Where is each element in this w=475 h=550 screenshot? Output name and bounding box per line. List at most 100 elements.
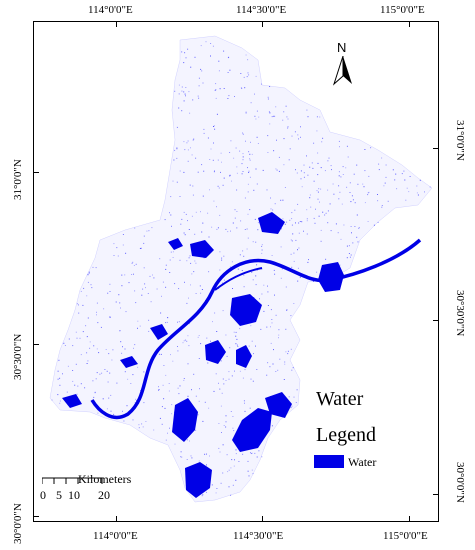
water-speckle	[234, 209, 236, 211]
water-speckle	[180, 223, 182, 225]
water-speckle	[223, 255, 225, 257]
water-speckle	[165, 322, 166, 324]
water-speckle	[164, 219, 166, 221]
lake-center	[205, 340, 226, 364]
water-speckle	[266, 189, 268, 191]
water-speckle	[184, 52, 186, 54]
water-speckle	[231, 261, 233, 263]
bottom-lon-label-2: 114°30'0"E	[233, 530, 284, 542]
lake-west-2	[150, 324, 168, 340]
water-speckle	[249, 153, 251, 155]
water-speckle	[267, 135, 269, 137]
water-speckle	[162, 384, 164, 386]
water-speckle	[172, 180, 174, 182]
water-speckle	[106, 370, 108, 372]
water-speckle	[139, 248, 141, 249]
water-speckle	[227, 231, 229, 233]
water-speckle	[293, 303, 295, 304]
water-speckle	[218, 382, 219, 384]
water-speckle	[192, 185, 194, 187]
tick-right-1	[433, 148, 439, 149]
water-speckle	[290, 407, 292, 409]
water-speckle	[143, 267, 145, 269]
water-speckle	[245, 140, 246, 142]
water-speckle	[256, 456, 258, 458]
water-speckle	[135, 263, 137, 265]
water-speckle	[170, 251, 172, 253]
water-speckle	[343, 224, 345, 226]
water-speckle	[230, 467, 232, 469]
water-speckle	[252, 380, 254, 382]
water-speckle	[143, 371, 145, 373]
water-speckle	[146, 230, 148, 232]
water-speckle	[190, 262, 192, 264]
water-speckle	[185, 213, 187, 215]
water-speckle	[424, 191, 425, 193]
water-speckle	[381, 157, 383, 159]
water-speckle	[403, 170, 405, 172]
water-speckle	[295, 239, 297, 241]
water-speckle	[183, 232, 185, 234]
water-speckle	[340, 176, 342, 178]
water-speckle	[236, 166, 238, 168]
water-speckle	[133, 273, 134, 275]
water-speckle	[278, 337, 279, 339]
bottom-lon-label-3: 115°0'0"E	[383, 530, 428, 542]
water-speckle	[169, 427, 170, 429]
water-speckle	[208, 236, 210, 238]
water-speckle	[194, 260, 196, 262]
water-speckle	[257, 229, 259, 231]
water-speckle	[248, 170, 250, 172]
water-speckle	[222, 444, 224, 446]
water-speckle	[298, 247, 300, 249]
water-speckle	[267, 285, 268, 287]
water-speckle	[327, 210, 329, 212]
water-speckle	[185, 57, 187, 59]
water-speckle	[219, 214, 221, 216]
water-speckle	[104, 369, 106, 370]
water-speckle	[377, 194, 378, 195]
water-speckle	[189, 440, 190, 442]
water-speckle	[346, 245, 348, 247]
water-speckle	[183, 378, 185, 379]
water-speckle	[189, 184, 191, 186]
water-speckle	[64, 345, 66, 346]
water-speckle	[236, 172, 238, 174]
water-speckle	[267, 291, 269, 293]
water-speckle	[377, 200, 379, 202]
water-speckle	[134, 402, 136, 404]
water-speckle	[367, 221, 369, 222]
water-speckle	[116, 382, 118, 384]
water-speckle	[173, 159, 175, 161]
water-speckle	[287, 118, 289, 120]
water-speckle	[363, 186, 365, 188]
water-speckle	[177, 350, 179, 352]
water-speckle	[190, 66, 192, 68]
water-speckle	[183, 211, 185, 213]
water-speckle	[166, 321, 168, 323]
water-speckle	[306, 209, 308, 211]
water-speckle	[218, 447, 220, 449]
water-speckle	[384, 182, 386, 184]
water-speckle	[312, 167, 314, 169]
water-speckle	[235, 453, 237, 455]
water-speckle	[232, 288, 233, 289]
water-speckle	[272, 209, 274, 211]
water-speckle	[245, 111, 247, 113]
water-speckle	[293, 396, 295, 398]
water-speckle	[277, 369, 279, 371]
water-speckle	[221, 392, 223, 394]
water-speckle	[227, 471, 229, 473]
lake-south-2	[232, 408, 272, 452]
water-speckle	[338, 185, 340, 187]
water-speckle	[296, 389, 298, 391]
water-speckle	[315, 208, 316, 210]
water-speckle	[316, 190, 318, 192]
water-speckle	[187, 220, 188, 222]
water-speckle	[148, 330, 150, 332]
water-speckle	[317, 191, 319, 193]
water-speckle	[110, 394, 112, 396]
water-speckle	[385, 176, 387, 178]
water-speckle	[266, 326, 268, 328]
water-speckle	[349, 192, 351, 193]
